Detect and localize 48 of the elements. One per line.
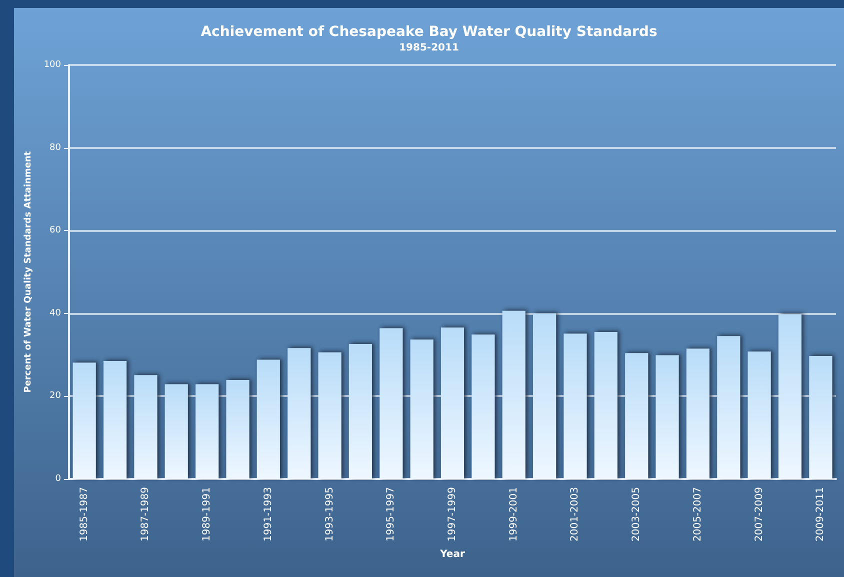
bar [809,356,832,479]
x-tick-label: 1995-1997 [386,487,397,542]
x-axis-title: Year [439,548,465,560]
y-tick-label: 0 [55,474,62,484]
bar [502,310,526,479]
y-tick-label: 100 [44,60,62,70]
bar [164,384,188,479]
y-tick-label: 60 [50,226,62,236]
x-tick-label: 1985-1987 [78,487,90,542]
bar [380,328,403,479]
x-tick-label: 2005-2007 [692,487,704,542]
bar [196,384,219,479]
bar [410,339,434,479]
x-tick-label: 1999-2001 [508,487,520,542]
bar [778,314,802,479]
chart-title: Achievement of Chesapeake Bay Water Quality Standards [200,24,658,40]
x-tick-label: 1991-1993 [262,487,274,542]
y-tick-label: 40 [50,308,62,318]
bar [226,380,250,479]
x-tick-label: 2009-2011 [815,487,826,542]
bar [288,348,311,479]
bar [686,348,710,479]
bar [256,360,280,479]
bar [440,327,464,479]
bar [656,355,679,479]
bar [594,332,618,479]
x-tick-label: 1987-1989 [140,487,152,542]
y-tick-label: 80 [50,142,62,153]
x-tick-label: 1993-1995 [324,487,336,542]
y-tick-label: 20 [50,391,62,402]
bar [625,353,648,479]
bar [134,375,158,479]
bar [72,362,96,479]
bar [348,344,372,479]
x-tick-label: 1997-1999 [447,487,458,542]
x-tick-label: 2001-2003 [570,487,581,542]
bar [318,352,342,479]
bar [564,334,587,479]
bar [472,334,495,479]
bar [104,361,127,479]
x-tick-label: 2007-2009 [754,487,765,542]
x-tick-label: 1989-1991 [202,487,213,542]
y-axis-title: Percent of Water Quality Standards Attainment [23,150,34,393]
bar [533,313,556,479]
bar [748,351,771,479]
chart-subtitle: 1985-2011 [399,42,459,54]
x-tick-label: 2003-2005 [631,487,642,542]
bar [717,336,740,479]
